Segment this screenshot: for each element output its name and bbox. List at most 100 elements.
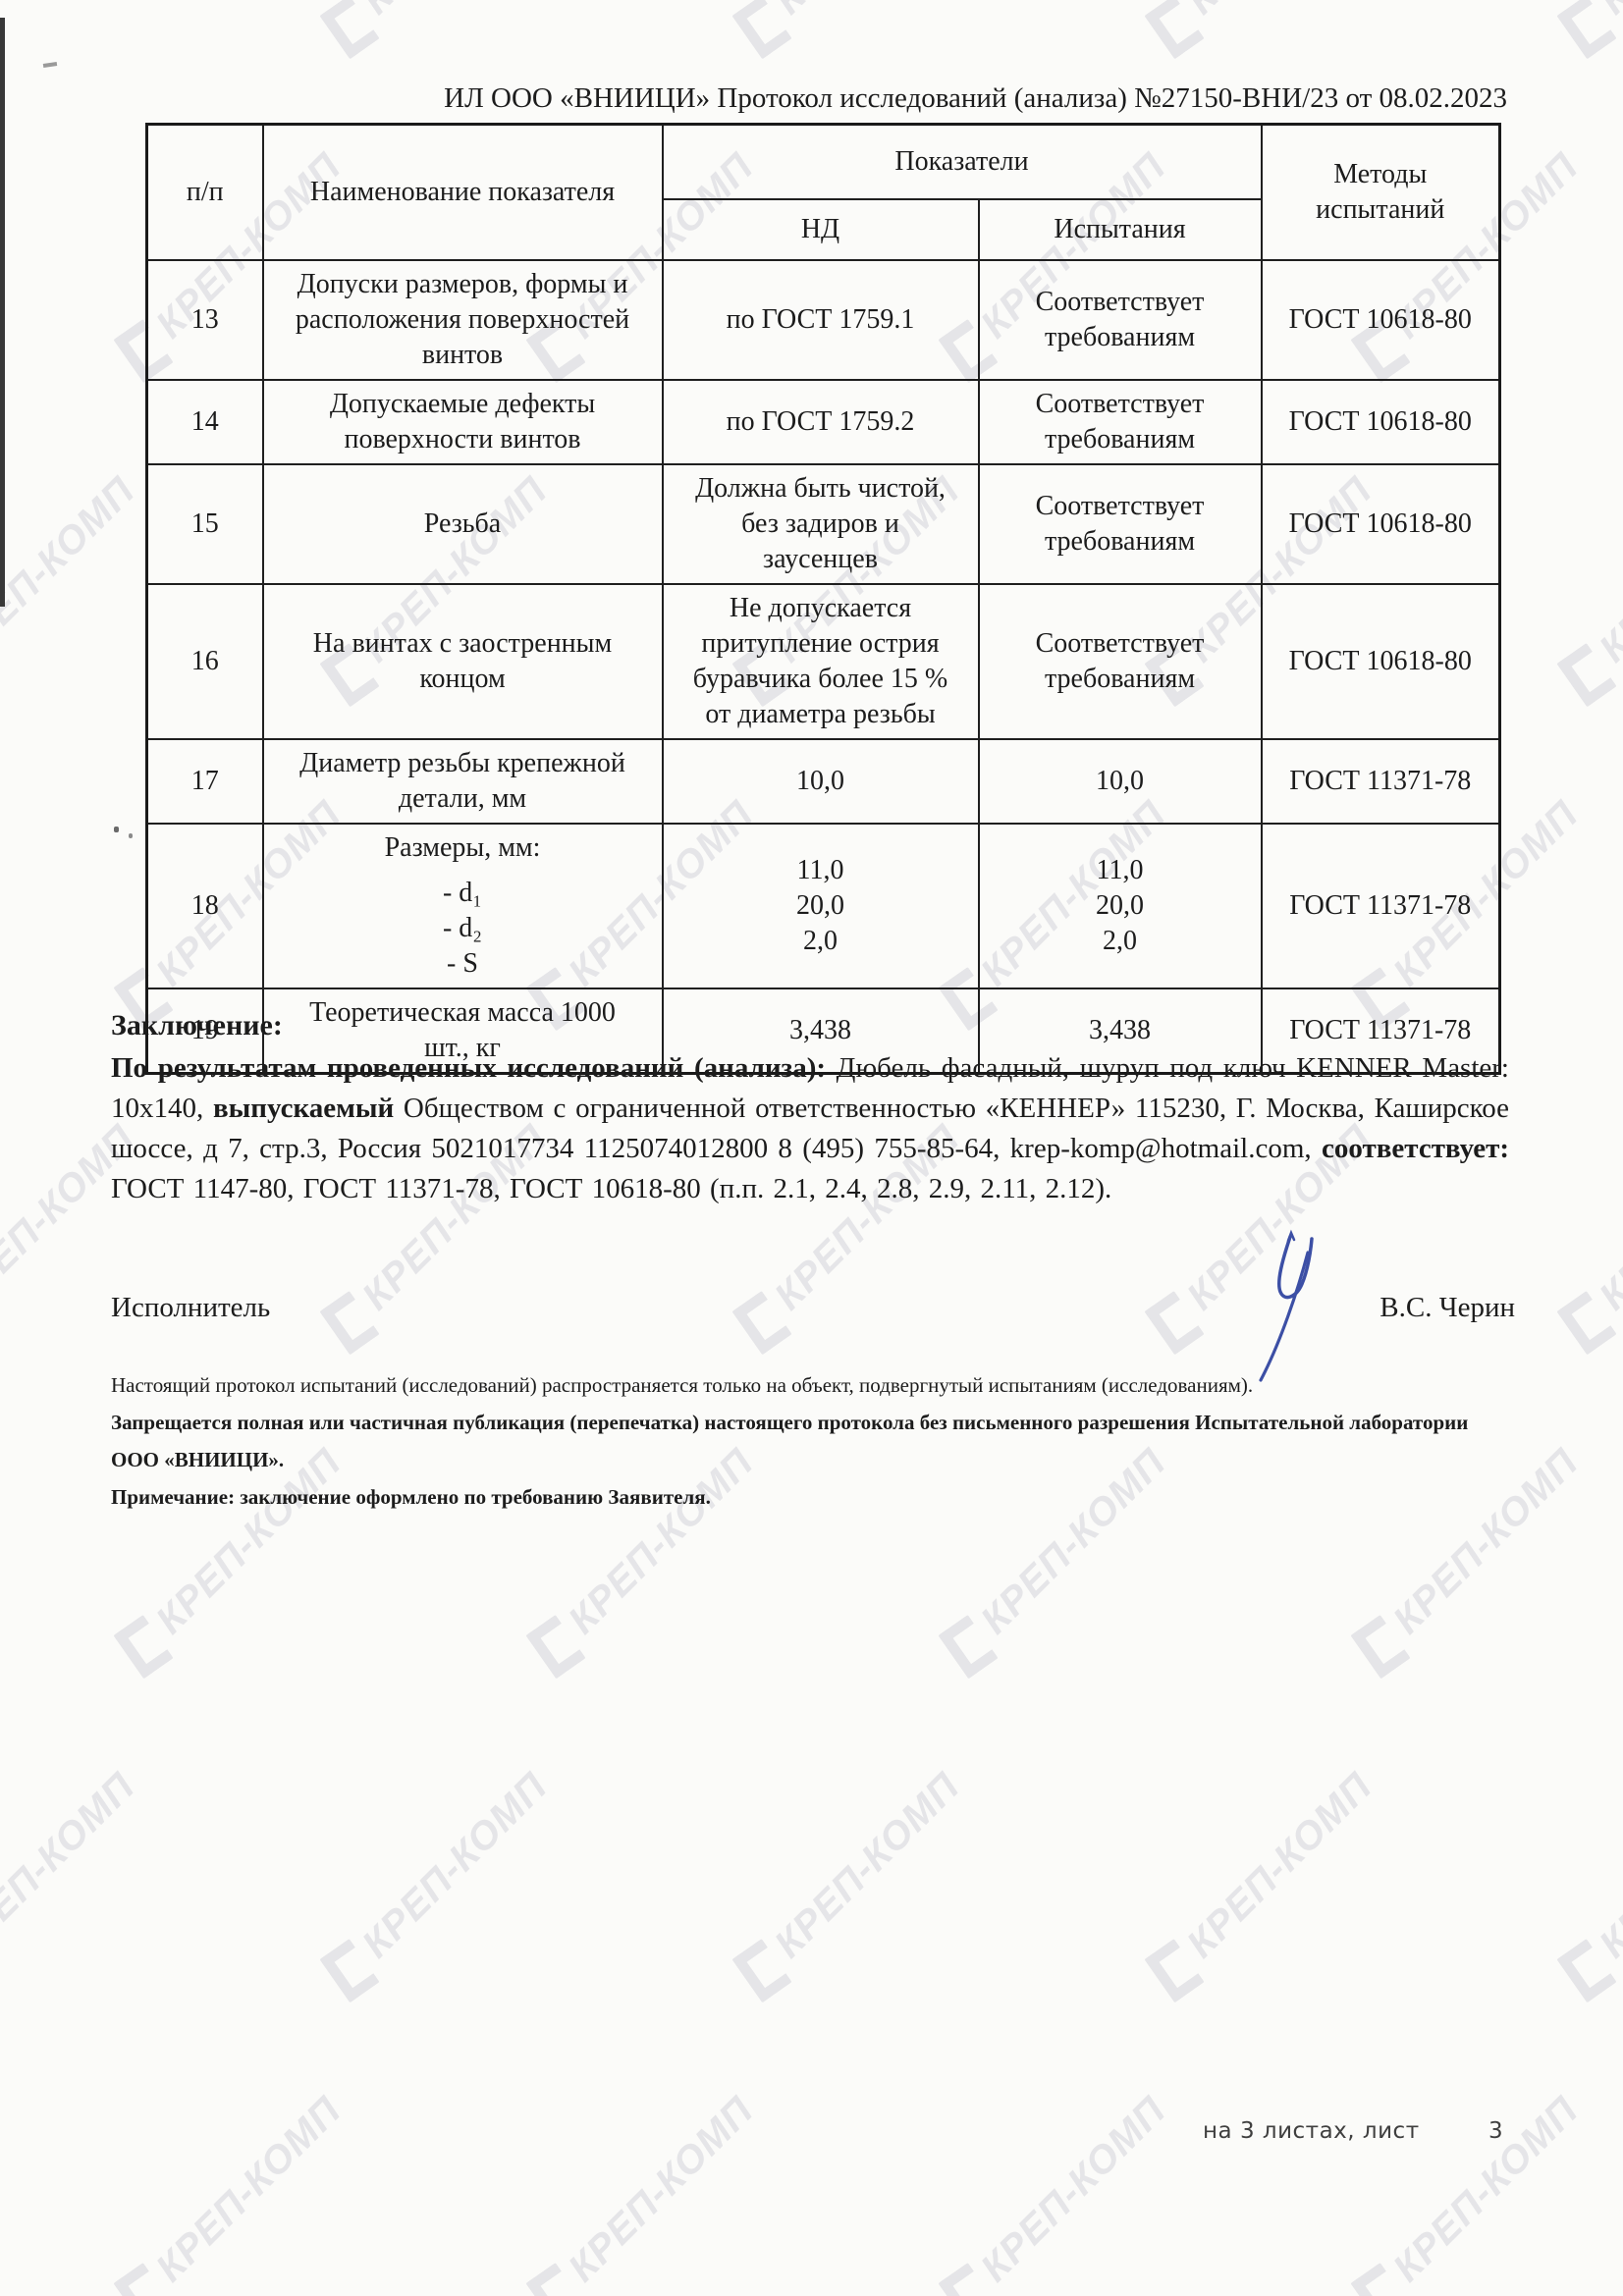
cell-line: Резьба (423, 508, 502, 539)
cell-line: по ГОСТ 1759.1 (726, 304, 915, 335)
watermark: КРЕП-КОМП (730, 0, 972, 60)
cell-method: ГОСТ 10618-80 (1260, 259, 1501, 381)
watermark: КРЕП-КОМП (1555, 1113, 1623, 1356)
cell-line: поверхности винтов (344, 424, 581, 454)
cell-nd-value: Не допускается притупление острия буравчик… (661, 583, 980, 740)
page-number: 3 (1488, 2118, 1504, 2144)
watermark-text: КРЕП-КОМП (353, 1764, 556, 1966)
scan-dot-artifact (114, 827, 119, 832)
cell-indicator-name: Теоретическая масса 1000 шт., кг (261, 988, 664, 1075)
cell-test-value: Соответствует требованиям (977, 463, 1263, 585)
watermark: КРЕП-КОМП (1555, 0, 1623, 60)
table-row: 13 Допуски размеров, формы и расположения … (145, 259, 1501, 381)
cell-line: от диаметра резьбы (705, 699, 936, 729)
watermark: КРЕП-КОМП (318, 0, 560, 60)
conclusion-segment: ГОСТ 1147-80, ГОСТ 11371-78, ГОСТ 10618-… (111, 1173, 1112, 1204)
cell-line: 10,0 (796, 766, 844, 796)
watermark-text: КРЕП-КОМП (766, 0, 968, 23)
watermark: КРЕП-КОМП (0, 1761, 146, 2002)
cell-line: Соответствует (1035, 287, 1205, 317)
watermark-text: КРЕП-КОМП (1591, 1116, 1623, 1318)
cell-indicator-name: Допуски размеров, формы и расположения по… (261, 259, 664, 381)
cell-method: ГОСТ 10618-80 (1260, 583, 1501, 740)
cell-row-number: 14 (145, 379, 264, 465)
cell-row-number: 17 (145, 738, 264, 825)
watermark: КРЕП-КОМП (730, 1761, 972, 2003)
table-row: 19 Теоретическая масса 1000 шт., кг 3,438 3,… (145, 988, 1501, 1075)
cell-line: 3,438 (789, 1015, 851, 1045)
cell-line: требованиям (1044, 322, 1196, 352)
note-line: Настоящий протокол испытаний (исследован… (111, 1373, 1254, 1397)
col-header-nd: НД (661, 198, 980, 261)
footer-notes: Настоящий протокол испытаний (исследован… (111, 1366, 1486, 1516)
note-line: Запрещается полная или частичная публика… (111, 1411, 1469, 1471)
conclusion-segment: соответствует: (1321, 1133, 1509, 1164)
cell-line: Допуски размеров, формы и (297, 269, 628, 299)
results-table: п/п Наименование показателя Показатели М… (145, 123, 1501, 1075)
cell-line: Соответствует (1035, 389, 1205, 419)
col-header-group: Показатели (661, 123, 1263, 200)
conclusion-title: Заключение: (111, 1009, 283, 1041)
cell-row-number: 16 (145, 583, 264, 740)
cell-line: буравчика более 15 % (692, 664, 948, 694)
cell-line: Размеры, мм: (384, 832, 541, 863)
cell-nd-value: по ГОСТ 1759.1 (661, 259, 980, 381)
watermark-text: КРЕП-КОМП (1178, 0, 1380, 23)
cell-nd-value: 10,0 (661, 738, 980, 825)
cell-line: - d₂ (442, 913, 483, 943)
watermark-text: КРЕП-КОМП (0, 0, 143, 23)
table-row: 18 Размеры, мм: - d₁ - d₂ - S 11,0 20,0 2,0 11,0… (145, 823, 1501, 989)
col-header-name: Наименование показателя (261, 123, 664, 261)
conclusion-text: По результатам проведенных исследований … (111, 1048, 1509, 1209)
cell-test-value: 11,0 20,0 2,0 (977, 823, 1263, 989)
cell-method: ГОСТ 11371-78 (1260, 988, 1501, 1075)
cell-nd-value: 3,438 (661, 988, 980, 1075)
cell-line: требованиям (1044, 424, 1196, 454)
cell-line: - d₁ (442, 878, 483, 908)
cell-nd-value: по ГОСТ 1759.2 (661, 379, 980, 465)
col-header-method: Методы испытаний (1260, 123, 1501, 261)
cell-line: Диаметр резьбы крепежной (299, 748, 625, 778)
cell-test-value: 3,438 (977, 988, 1263, 1075)
cell-line: 11,0 (1096, 855, 1144, 885)
cell-line: шт., кг (424, 1033, 501, 1063)
watermark-text: КРЕП-КОМП (766, 1764, 968, 1966)
watermark: КРЕП-КОМП (1143, 1761, 1384, 2003)
col-header-test: Испытания (977, 198, 1263, 261)
watermark: КРЕП-КОМП (0, 465, 146, 707)
cell-method: ГОСТ 11371-78 (1260, 823, 1501, 989)
cell-indicator-name: Размеры, мм: - d₁ - d₂ - S (261, 823, 664, 989)
cell-line: притупление острия (701, 628, 940, 659)
sheets-label: на 3 листах, лист (1203, 2118, 1420, 2144)
watermark-text: КРЕП-КОМП (1591, 1764, 1623, 1966)
table-row: 17 Диаметр резьбы крепежной детали, мм 10,0… (145, 738, 1501, 825)
cell-test-value: Соответствует требованиям (977, 583, 1263, 740)
cell-indicator-name: На винтах с заостренным концом (261, 583, 664, 740)
cell-line: 20,0 (1096, 890, 1144, 921)
watermark-text: КРЕП-КОМП (0, 468, 143, 670)
cell-line: заусенцев (763, 544, 878, 574)
watermark: КРЕП-КОМП (1555, 465, 1623, 708)
scan-dot-artifact (129, 833, 133, 838)
watermark: КРЕП-КОМП (524, 2085, 766, 2296)
watermark-text: КРЕП-КОМП (1178, 1764, 1380, 1966)
cell-line: 2,0 (803, 926, 838, 956)
cell-indicator-name: Резьба (261, 463, 664, 585)
cell-line: 11,0 (796, 855, 844, 885)
watermark: КРЕП-КОМП (0, 0, 146, 59)
cell-line: без задиров и (741, 508, 899, 539)
watermark: КРЕП-КОМП (1143, 0, 1384, 60)
watermark: КРЕП-КОМП (1349, 2085, 1591, 2296)
cell-line: Соответствует (1035, 628, 1205, 659)
cell-line: Соответствует (1035, 491, 1205, 521)
cell-test-value: 10,0 (977, 738, 1263, 825)
note-line: Примечание: заключение оформлено по треб… (111, 1485, 711, 1509)
cell-line: 3,438 (1089, 1015, 1151, 1045)
cell-line: - S (447, 948, 478, 979)
cell-line: 10,0 (1096, 766, 1144, 796)
watermark-text: КРЕП-КОМП (147, 2088, 350, 2290)
cell-line: расположения поверхностей (295, 304, 630, 335)
signature-stroke (1259, 1229, 1314, 1382)
cell-line: 2,0 (1103, 926, 1137, 956)
col-header-num: п/п (145, 123, 264, 261)
